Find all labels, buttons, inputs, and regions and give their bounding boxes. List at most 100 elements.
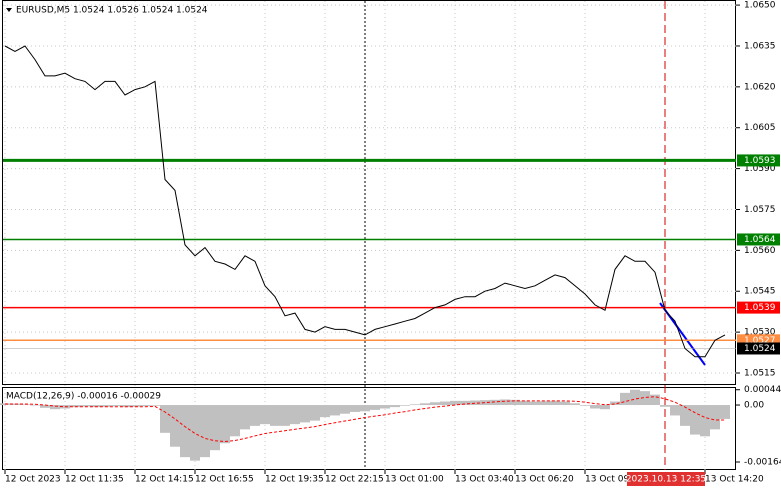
macd-bar — [410, 404, 420, 406]
macd-bar — [240, 405, 250, 430]
macd-bar — [20, 404, 30, 406]
macd-bar — [150, 405, 160, 406]
macd-bar — [340, 405, 350, 414]
macd-bar — [380, 405, 390, 409]
y-tick-label: 1.0605 — [744, 123, 776, 133]
macd-bar — [700, 405, 710, 437]
y-tick-label: 1.0650 — [744, 1, 776, 11]
macd-bar — [270, 405, 280, 426]
macd-bar — [720, 405, 730, 419]
macd-bar — [210, 405, 220, 451]
x-tick-label: 12 Oct 14:15 — [135, 475, 194, 485]
macd-bar — [620, 392, 630, 406]
macd-bar — [170, 405, 180, 447]
y-tick-label: 0.00 — [744, 401, 764, 411]
macd-bar — [230, 405, 240, 437]
x-tick-label: 12 Oct 2023 — [5, 475, 61, 485]
macd-bar — [330, 405, 340, 416]
macd-bar — [500, 399, 510, 406]
x-tick-label: 13 Oct 06:20 — [515, 475, 574, 485]
macd-bar — [550, 400, 560, 406]
macd-bar — [440, 401, 450, 406]
macd-bar — [400, 405, 410, 406]
y-tick-label: 1.0575 — [744, 205, 776, 215]
macd-bar — [140, 405, 150, 407]
macd-bar — [640, 391, 650, 406]
macd-bar — [80, 405, 90, 407]
macd-bar — [630, 389, 640, 406]
level-tag — [737, 301, 780, 314]
macd-bar — [650, 394, 660, 406]
macd-bar — [300, 405, 310, 423]
y-tick-label: 1.0545 — [744, 287, 776, 297]
macd-bar — [610, 401, 620, 406]
macd-bar — [310, 405, 320, 421]
x-tick-label: 12 Oct 16:55 — [195, 475, 254, 485]
macd-bar — [680, 405, 690, 426]
macd-bar — [260, 405, 270, 425]
cursor-label: 2023.10.13 12:35 — [626, 475, 706, 485]
macd-bar — [200, 405, 210, 458]
macd-frame — [2, 387, 736, 470]
level-tag — [737, 233, 780, 246]
x-tick-label: 13 Oct 14:20 — [705, 475, 764, 485]
y-tick-label: 1.0560 — [744, 246, 776, 256]
chart-title: EURUSD,M5 1.0524 1.0526 1.0524 1.0524 — [16, 6, 208, 16]
macd-bar — [690, 405, 700, 435]
macd-bar — [390, 405, 400, 408]
x-tick-label: 13 Oct 09:0 — [585, 475, 638, 485]
macd-bar — [280, 405, 290, 426]
macd-bar — [40, 405, 50, 408]
level-label: 1.0524 — [744, 344, 776, 354]
macd-bar — [530, 401, 540, 406]
macd-bar — [420, 403, 430, 406]
macd-bar — [710, 405, 720, 430]
level-label: 1.0539 — [744, 303, 776, 313]
macd-bar — [540, 401, 550, 406]
macd-bar — [460, 400, 470, 406]
macd-bar — [480, 400, 490, 406]
x-tick-label: 12 Oct 22:15 — [325, 475, 384, 485]
y-tick-label: 1.0515 — [744, 369, 776, 379]
macd-bar — [350, 405, 360, 412]
macd-bar — [100, 405, 110, 407]
level-tag — [737, 342, 780, 355]
macd-bar — [290, 405, 300, 425]
y-tick-label: 0.00044 — [744, 385, 781, 395]
macd-bar — [370, 405, 380, 410]
macd-bar — [660, 405, 670, 407]
macd-bar — [450, 400, 460, 406]
main-frame — [2, 0, 736, 385]
macd-bar — [220, 405, 230, 444]
y-tick-label: 1.0530 — [744, 328, 776, 338]
macd-bar — [430, 402, 440, 406]
x-tick-label: 12 Oct 19:35 — [265, 475, 324, 485]
y-tick-label: -0.00164 — [744, 458, 781, 468]
signal-line — [5, 396, 725, 443]
macd-bar — [130, 405, 140, 407]
macd-bar — [190, 405, 200, 461]
macd-bar — [580, 405, 590, 406]
macd-bar — [520, 400, 530, 406]
y-tick-label: 1.0590 — [744, 164, 776, 174]
x-tick-label: 13 Oct 03:40 — [455, 475, 514, 485]
y-tick-label: 1.0620 — [744, 82, 776, 92]
macd-bar — [110, 405, 120, 407]
macd-bar — [90, 405, 100, 408]
x-tick-label: 13 Oct 01:00 — [385, 475, 444, 485]
level-label: 1.0527 — [744, 336, 776, 346]
menu-arrow — [6, 8, 12, 12]
y-tick-label: 1.0635 — [744, 41, 776, 51]
macd-bar — [600, 405, 610, 410]
macd-bar — [180, 405, 190, 458]
macd-bar — [160, 405, 170, 433]
macd-bar — [560, 401, 570, 406]
macd-bar — [590, 405, 600, 409]
macd-bar — [320, 405, 330, 418]
macd-bar — [510, 399, 520, 406]
x-tick-label: 12 Oct 11:35 — [65, 475, 124, 485]
macd-bar — [470, 400, 480, 406]
